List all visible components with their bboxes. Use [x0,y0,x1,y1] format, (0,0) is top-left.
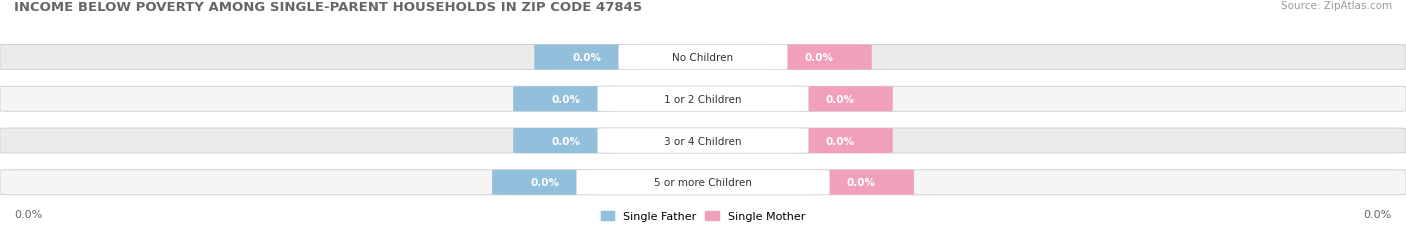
Text: 0.0%: 0.0% [1364,210,1392,219]
Text: 3 or 4 Children: 3 or 4 Children [664,136,742,146]
Text: 1 or 2 Children: 1 or 2 Children [664,94,742,104]
FancyBboxPatch shape [0,170,1406,195]
Text: 0.0%: 0.0% [825,94,855,104]
Text: 5 or more Children: 5 or more Children [654,177,752,188]
Text: 0.0%: 0.0% [530,177,560,188]
Text: No Children: No Children [672,53,734,63]
FancyBboxPatch shape [513,128,619,153]
FancyBboxPatch shape [0,128,1406,153]
FancyBboxPatch shape [787,128,893,153]
FancyBboxPatch shape [598,87,808,112]
Text: 0.0%: 0.0% [551,94,581,104]
FancyBboxPatch shape [576,170,830,195]
FancyBboxPatch shape [766,45,872,70]
Text: 0.0%: 0.0% [846,177,876,188]
Text: 0.0%: 0.0% [572,53,602,63]
FancyBboxPatch shape [619,45,787,70]
FancyBboxPatch shape [513,87,619,112]
Text: 0.0%: 0.0% [825,136,855,146]
FancyBboxPatch shape [808,170,914,195]
FancyBboxPatch shape [598,128,808,153]
Text: Source: ZipAtlas.com: Source: ZipAtlas.com [1281,1,1392,11]
Text: 0.0%: 0.0% [14,210,42,219]
FancyBboxPatch shape [787,87,893,112]
FancyBboxPatch shape [0,45,1406,70]
Legend: Single Father, Single Mother: Single Father, Single Mother [596,206,810,225]
FancyBboxPatch shape [534,45,640,70]
FancyBboxPatch shape [492,170,598,195]
FancyBboxPatch shape [0,87,1406,112]
Text: 0.0%: 0.0% [804,53,834,63]
Text: INCOME BELOW POVERTY AMONG SINGLE-PARENT HOUSEHOLDS IN ZIP CODE 47845: INCOME BELOW POVERTY AMONG SINGLE-PARENT… [14,1,643,14]
Text: 0.0%: 0.0% [551,136,581,146]
